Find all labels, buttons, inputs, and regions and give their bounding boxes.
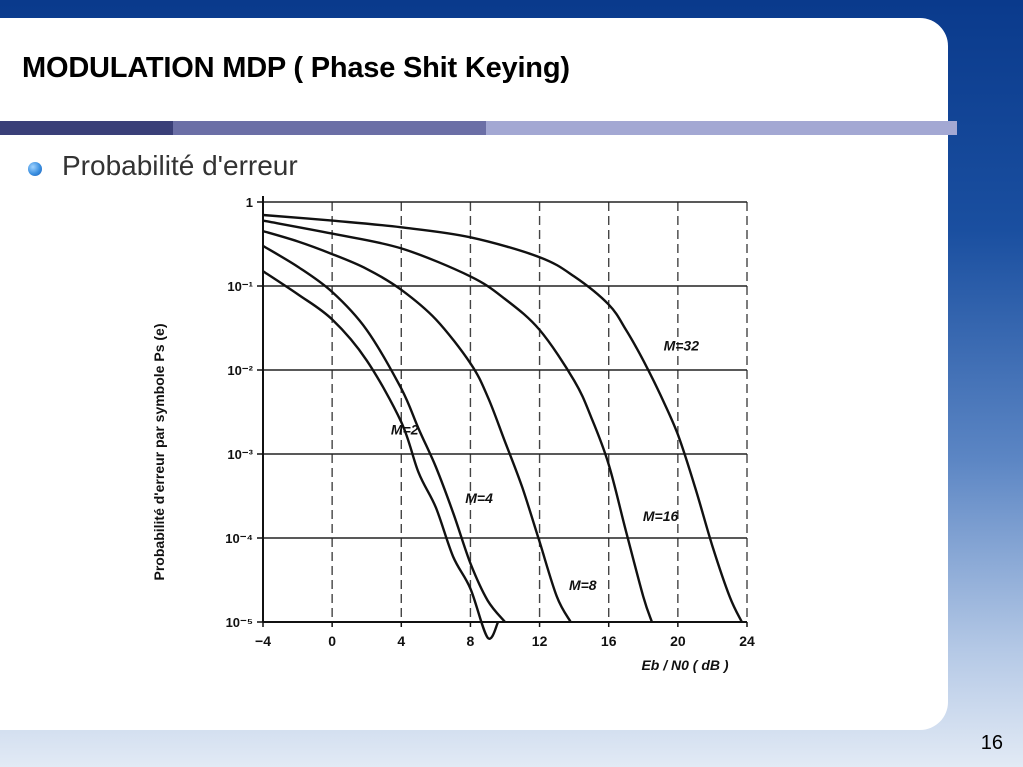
curve-m-8 [262, 229, 572, 623]
series-label-m-2: M=2 [391, 422, 419, 438]
bullet-text: Probabilité d'erreur [62, 150, 298, 181]
x-tick-label: 16 [601, 633, 617, 649]
series-label-m-8: M=8 [569, 577, 597, 593]
y-tick-label: 10⁻⁵ [226, 615, 253, 630]
series-label-m-4: M=4 [465, 490, 493, 506]
slide-title: MODULATION MDP ( Phase Shit Keying) [22, 52, 570, 84]
y-tick-label: 10⁻⁴ [225, 531, 253, 546]
axis-layer: −4 0 4 8 12 16 20 24 1 10⁻¹ 10⁻² 10⁻³ 10⁻⁴ 10⁻⁵ [225, 195, 755, 649]
x-tick-label: 4 [397, 633, 405, 649]
curve-m-4 [262, 244, 506, 623]
x-tick-label: 12 [532, 633, 548, 649]
underline-segment-dark [0, 121, 173, 135]
curve-m-2 [262, 270, 500, 640]
curve-m-16 [262, 219, 654, 623]
curve-m-32 [262, 213, 743, 623]
bullet-dot-icon [28, 162, 42, 176]
x-tick-label: 0 [328, 633, 336, 649]
series-label-m-32: M=32 [664, 338, 700, 354]
x-axis-title: Eb / N0 ( dB ) [641, 657, 728, 673]
slide-card [0, 18, 948, 730]
y-tick-label: 10⁻³ [227, 447, 253, 462]
x-tick-label: 20 [670, 633, 686, 649]
underline-segment-light [486, 121, 957, 135]
x-tick-label: 24 [739, 633, 755, 649]
grid-layer [263, 201, 748, 622]
y-axis-title: Probabilité d'erreur par symbole Ps (e) [151, 324, 167, 581]
y-tick-label: 10⁻¹ [227, 279, 253, 294]
y-tick-label: 10⁻² [227, 363, 253, 378]
page-number: 16 [980, 732, 1003, 754]
x-tick-label: −4 [255, 633, 271, 649]
series-label-m-16: M=16 [643, 508, 679, 524]
label-layer: M=2 M=4 M=8 M=16 M=32 [391, 338, 699, 593]
underline-segment-mid [173, 121, 486, 135]
y-tick-label: 1 [246, 195, 253, 210]
title-underline-bar [0, 121, 957, 135]
curve-layer [262, 213, 743, 640]
x-tick-label: 8 [467, 633, 475, 649]
